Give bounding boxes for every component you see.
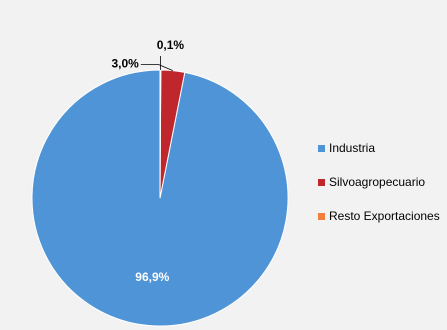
data-label-industria: 96,9% [135,270,169,284]
legend-item-resto-exportaciones: Resto Exportaciones [318,209,440,223]
legend-item-industria: Industria [318,141,375,155]
data-labels: 96,9% 3,0% 0,1% [111,38,184,284]
legend: Industria Silvoagropecuario Resto Exportac… [318,141,440,223]
legend-label-silvoagropecuario: Silvoagropecuario [329,175,425,189]
pie-slices [31,69,289,327]
legend-label-industria: Industria [329,141,375,155]
legend-swatch-resto-exportaciones [318,213,325,220]
leader-lines [140,56,174,72]
leader-line-silvoagropecuario [140,64,174,72]
legend-label-resto-exportaciones: Resto Exportaciones [329,209,440,223]
data-label-resto-exportaciones: 0,1% [157,38,185,52]
legend-item-silvoagropecuario: Silvoagropecuario [318,175,425,189]
data-label-silvoagropecuario: 3,0% [111,57,139,71]
legend-swatch-industria [318,145,325,152]
legend-swatch-silvoagropecuario [318,179,325,186]
